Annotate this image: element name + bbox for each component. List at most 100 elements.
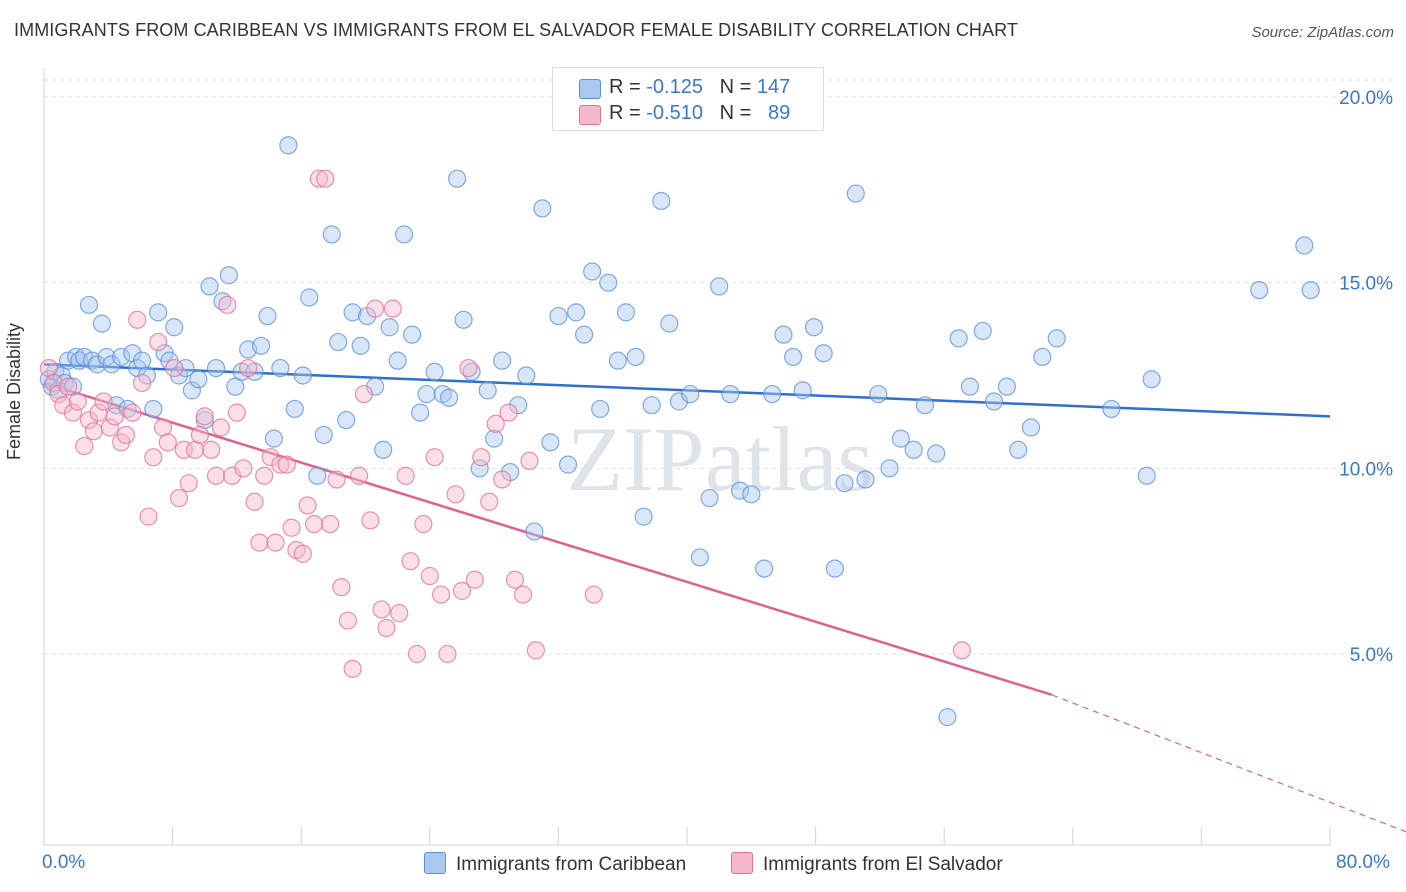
el-salvador-point — [505, 570, 525, 589]
caribbean-point — [525, 522, 544, 541]
el-salvador-point — [165, 358, 184, 378]
caribbean-point — [927, 444, 946, 463]
caribbean-point — [1250, 280, 1269, 300]
el-salvador-point — [123, 403, 142, 422]
caribbean-point — [938, 708, 957, 727]
el-salvador-point — [361, 511, 380, 530]
el-salvador-point — [44, 373, 63, 393]
el-salvador-point — [343, 659, 362, 678]
el-salvador-point — [250, 533, 269, 552]
caribbean-point — [300, 288, 319, 307]
caribbean-point — [774, 325, 793, 344]
legend-n-label: N = — [719, 102, 752, 124]
el-salvador-point — [75, 436, 94, 456]
legend-r-label: R = — [609, 102, 641, 124]
el-salvador-point — [255, 466, 274, 485]
y-tick-labels: 5.0% 10.0% 15.0% 20.0% — [1339, 88, 1393, 666]
el-salvador-point — [132, 373, 152, 393]
caribbean-point — [700, 488, 719, 508]
el-salvador-point — [293, 544, 312, 563]
caribbean-point — [846, 184, 865, 203]
caribbean-point — [293, 366, 312, 385]
el-salvador-point — [472, 448, 491, 467]
legend-text-el-salvador: R = -0.510 N = 89 — [609, 102, 790, 125]
legend-text-caribbean: R = -0.125 N = 147 — [609, 76, 790, 99]
caribbean-point — [660, 314, 679, 333]
caribbean-point — [329, 332, 348, 352]
el-salvador-point — [309, 169, 328, 188]
caribbean-point — [366, 377, 385, 396]
legend-swatch-caribbean — [579, 79, 601, 99]
caribbean-point — [681, 384, 700, 404]
el-salvador-point — [128, 310, 147, 329]
caribbean-point — [721, 384, 740, 404]
caribbean-point — [1047, 329, 1066, 348]
el-salvador-point — [54, 396, 73, 415]
caribbean-point — [626, 347, 645, 367]
caribbean-point — [425, 362, 444, 381]
caribbean-point — [652, 191, 671, 211]
caribbean-point — [314, 425, 333, 445]
caribbean-point — [549, 306, 568, 326]
source-label: Source: ZipAtlas.com — [1251, 24, 1394, 41]
caribbean-point — [869, 384, 888, 404]
caribbean-point — [755, 559, 774, 578]
y-tick-label: 20.0% — [1339, 88, 1393, 109]
caribbean-point — [144, 399, 163, 419]
caribbean-point — [478, 381, 497, 400]
el-salvador-point — [407, 644, 427, 664]
caribbean-point — [517, 366, 536, 385]
caribbean-point — [351, 336, 370, 355]
el-salvador-point — [401, 552, 420, 571]
caribbean-point — [710, 277, 729, 296]
caribbean-point — [112, 347, 131, 367]
caribbean-point — [783, 347, 803, 367]
caribbean-point — [308, 466, 327, 485]
caribbean-point — [285, 399, 304, 419]
el-salvador-point — [63, 403, 83, 422]
legend-n-value-caribbean: 147 — [756, 76, 791, 98]
caribbean-point — [856, 470, 875, 489]
caribbean-point — [394, 225, 414, 244]
el-salvador-point — [261, 448, 280, 467]
caribbean-point — [411, 403, 430, 422]
caribbean-point — [1033, 347, 1052, 367]
caribbean-point — [804, 318, 824, 337]
el-salvador-point — [239, 358, 258, 378]
el-salvador-point — [79, 410, 99, 430]
caribbean-point — [149, 303, 168, 322]
el-salvador-point — [480, 492, 499, 511]
caribbean-point — [417, 384, 436, 404]
caribbean-point — [102, 355, 121, 374]
el-salvador-point — [144, 448, 163, 467]
caribbean-point — [533, 199, 552, 218]
el-salvador-point — [227, 403, 246, 422]
el-salvador-point — [465, 570, 484, 589]
caribbean-point — [251, 336, 271, 355]
caribbean-point — [165, 318, 184, 337]
el-salvador-point — [304, 514, 324, 534]
el-salvador-point — [349, 466, 369, 485]
caribbean-point — [279, 136, 298, 155]
el-salvador-point — [414, 514, 433, 534]
caribbean-point — [763, 384, 782, 404]
caribbean-point — [742, 485, 761, 504]
caribbean-point — [793, 381, 812, 400]
el-salvador-point — [420, 566, 439, 586]
caribbean-point — [575, 325, 594, 344]
caribbean-point — [182, 381, 201, 400]
el-salvador-point — [952, 641, 971, 660]
el-salvador-point — [282, 518, 301, 537]
el-salvador-point — [327, 470, 346, 489]
el-salvador-point — [59, 377, 78, 396]
caribbean-point — [322, 225, 341, 244]
caribbean-point — [454, 310, 473, 329]
el-salvador-point — [366, 299, 385, 318]
el-salvador-point — [94, 392, 113, 411]
el-salvador-point — [459, 358, 478, 378]
caribbean-point — [960, 377, 980, 396]
caribbean-point — [880, 459, 899, 478]
axes — [43, 68, 1331, 846]
caribbean-point — [984, 392, 1004, 411]
caribbean-point — [997, 377, 1016, 396]
